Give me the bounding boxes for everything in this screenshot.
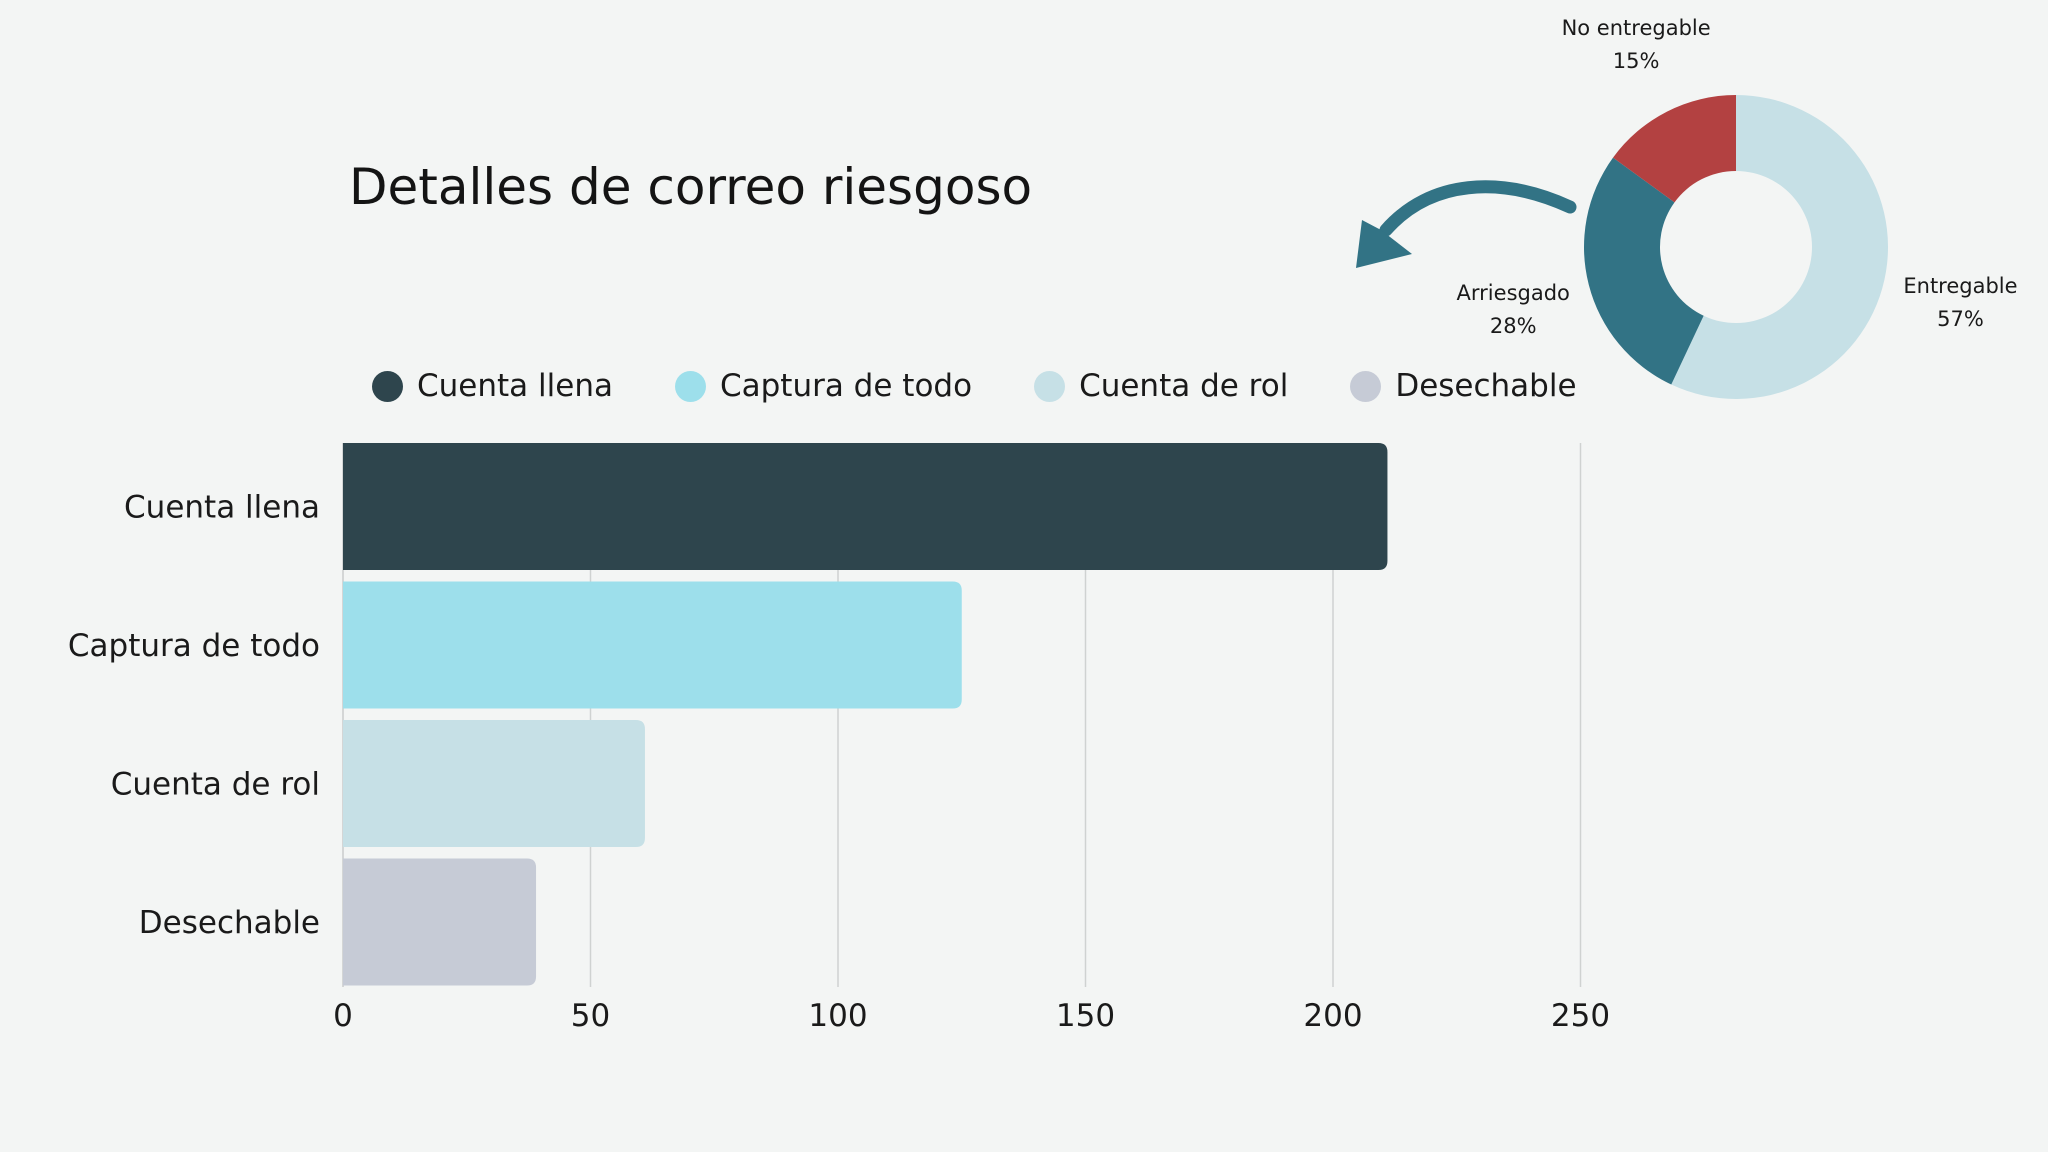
legend-item-desechable: Desechable: [1350, 368, 1577, 404]
legend-item-captura-de-todo: Captura de todo: [674, 368, 973, 404]
slice-percent: 15%: [1613, 49, 1660, 73]
category-label: Cuenta llena: [124, 490, 320, 526]
category-label: Desechable: [139, 905, 320, 941]
legend: Cuenta llena Captura de todo Cuenta de r…: [372, 362, 1639, 410]
x-tick-label: 200: [1303, 998, 1362, 1034]
legend-swatch: [1034, 370, 1066, 402]
slice-label: Entregable: [1903, 274, 2017, 298]
bar-desechable: [343, 858, 537, 986]
x-tick-label: 250: [1551, 998, 1610, 1034]
legend-label: Captura de todo: [719, 368, 973, 404]
bar-captura-de-todo: [343, 581, 962, 709]
slice-label: Arriesgado: [1457, 281, 1570, 305]
x-tick-label: 0: [333, 998, 353, 1034]
legend-label: Cuenta llena: [417, 368, 613, 404]
category-label: Cuenta de rol: [111, 767, 320, 803]
x-tick-label: 50: [571, 998, 610, 1034]
donut-labels: Entregable 57% Arriesgado 28% No entregable 1…: [1457, 16, 2018, 338]
legend-label: Cuenta de rol: [1079, 368, 1289, 404]
bar-tick-labels: 0 50 100 150 200 250: [333, 998, 1610, 1034]
donut-slice-entregable: [1671, 95, 1888, 399]
curved-arrow-icon: [1379, 180, 1577, 237]
x-tick-label: 150: [1056, 998, 1115, 1034]
arrow-head-icon: [1356, 220, 1412, 268]
legend-label: Desechable: [1395, 368, 1577, 404]
legend-swatch: [1350, 370, 1382, 402]
slice-percent: 57%: [1937, 307, 1984, 331]
bar-category-labels: Cuenta llena Captura de todo Cuenta de rol…: [68, 490, 320, 942]
category-label: Captura de todo: [68, 628, 320, 664]
bar-marks: [343, 443, 1388, 986]
bar-cuenta-llena: [343, 443, 1388, 570]
chart-title: Detalles de correo riesgoso: [349, 158, 1033, 216]
donut-slice-arriesgado: [1583, 157, 1704, 385]
donut-slice-no-entregable: [1613, 95, 1736, 203]
legend-item-cuenta-de-rol: Cuenta de rol: [1034, 368, 1288, 404]
legend-swatch: [372, 370, 403, 402]
slice-label: No entregable: [1562, 16, 1711, 40]
legend-item-cuenta-llena: Cuenta llena: [372, 368, 613, 404]
slice-percent: 28%: [1490, 314, 1537, 338]
legend-swatch: [674, 370, 706, 402]
donut-chart: [1583, 95, 1888, 399]
bar-cuenta-de-rol: [343, 720, 645, 847]
x-tick-label: 100: [808, 998, 867, 1034]
